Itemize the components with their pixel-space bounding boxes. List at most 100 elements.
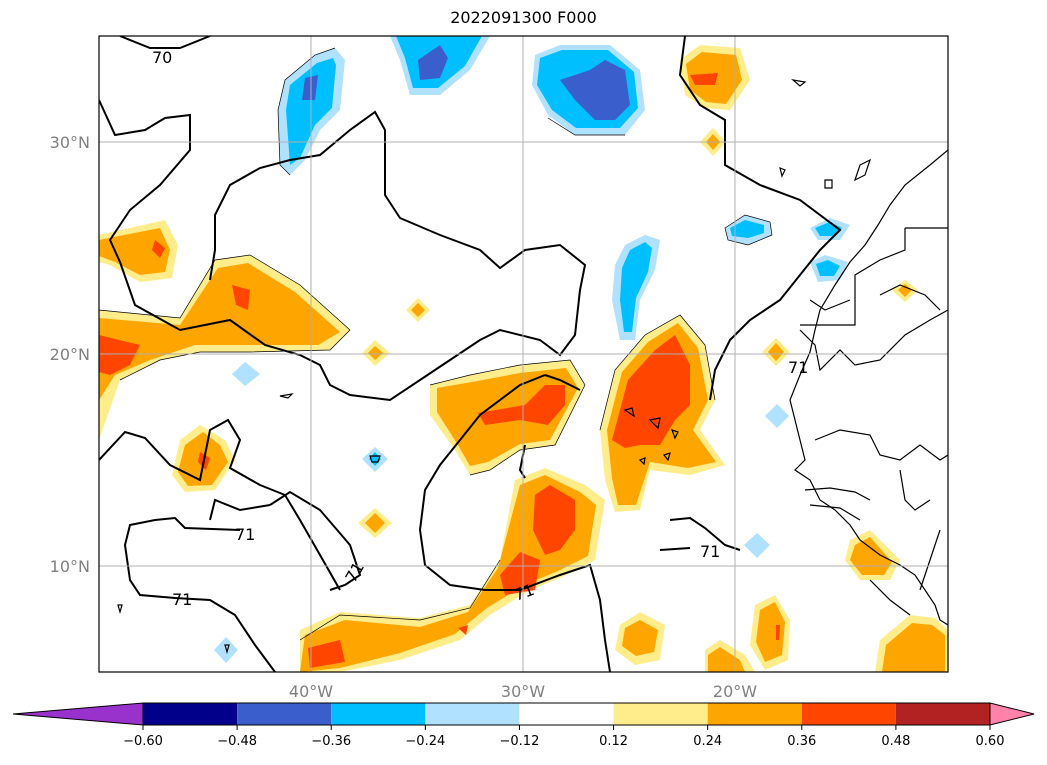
contour-line — [209, 498, 271, 521]
colorbar-extend-high — [989, 702, 1035, 726]
colorbar-swatch — [707, 703, 802, 725]
anomaly-outline — [724, 214, 773, 246]
colorbar-swatch — [519, 703, 614, 725]
country-border — [814, 429, 948, 461]
negative-anomaly-regions — [214, 36, 850, 663]
anomaly-region — [368, 346, 383, 360]
anomaly-outline — [547, 117, 625, 136]
anomaly-region — [622, 620, 658, 656]
coastline-islands — [638, 457, 646, 466]
coastline-islands — [662, 452, 671, 462]
anomaly-region — [730, 220, 764, 238]
anomaly-region — [708, 647, 745, 672]
anomaly-region — [776, 625, 780, 640]
contour-line — [269, 490, 362, 591]
anomaly-region — [302, 75, 318, 100]
colorbar-swatch — [143, 703, 238, 725]
anomaly-region — [308, 640, 345, 668]
anomaly-region — [816, 260, 840, 276]
colorbar-swatch — [895, 703, 990, 725]
country-border — [919, 529, 941, 591]
colorbar-tick-label: −0.12 — [500, 734, 540, 749]
anomaly-region — [898, 284, 912, 297]
colorbar-swatch — [331, 703, 426, 725]
coastline-islands — [853, 158, 872, 182]
colorbar-frame — [142, 702, 991, 726]
country-border — [804, 487, 871, 501]
lon-label-20w: 20°W — [713, 682, 757, 701]
colorbar-tick-label: 0.24 — [693, 734, 722, 749]
coastline-islands — [369, 455, 381, 463]
contour-label: 71 — [700, 542, 720, 561]
anomaly-region — [768, 343, 784, 361]
coastline-islands — [279, 393, 294, 399]
coastline-islands — [623, 407, 635, 418]
anomaly-region — [690, 73, 718, 85]
colorbar-swatch — [425, 703, 520, 725]
contour-line — [678, 36, 842, 401]
colorbar-extend-low — [12, 702, 144, 726]
anomaly-region — [232, 362, 260, 386]
anomaly-outline — [429, 359, 586, 476]
contour-label: 71 — [788, 358, 808, 377]
coastline-islands — [779, 167, 786, 178]
map-area[interactable]: 70 71 71 71 71 71 71 — [99, 36, 948, 672]
country-border — [800, 228, 906, 326]
colorbar-tick-label: −0.24 — [405, 734, 445, 749]
anomaly-region — [478, 385, 565, 425]
coastline-islands — [117, 604, 123, 615]
anomaly-outline — [277, 47, 336, 176]
anomaly-region — [232, 285, 250, 310]
colorbar-swatch — [237, 703, 332, 725]
anomaly-outlines — [99, 47, 773, 641]
country-border — [809, 504, 861, 521]
latitude-labels: 30°N 20°N 10°N — [50, 133, 90, 576]
country-border — [879, 284, 941, 311]
anomaly-outline — [299, 559, 501, 641]
lat-label-20n: 20°N — [50, 345, 90, 364]
colorbar-tick-label: 0.48 — [881, 734, 910, 749]
colorbar-swatch — [613, 703, 708, 725]
coastline-islands — [824, 179, 833, 189]
anomaly-region — [365, 513, 385, 533]
country-border — [899, 469, 931, 511]
contour-label: 71 — [172, 590, 192, 609]
anomaly-region — [612, 335, 690, 448]
colorbar-tick-label: −0.36 — [311, 734, 351, 749]
anomaly-region — [756, 602, 785, 662]
colorbar-tick-label: 0.60 — [976, 734, 1005, 749]
coastline-islands — [648, 417, 661, 430]
longitude-labels: 40°W 30°W 20°W — [289, 682, 757, 701]
contour-label: 70 — [152, 48, 172, 67]
coastline-africa — [789, 149, 948, 626]
page-title: 2022091300 F000 — [450, 8, 597, 27]
coastline-islands — [670, 429, 679, 440]
contour-line — [544, 374, 581, 391]
height-contours — [99, 36, 842, 672]
country-border — [809, 299, 851, 311]
lat-label-30n: 30°N — [50, 133, 90, 152]
colorbar-tick-label: −0.48 — [217, 734, 257, 749]
colorbar-tick-label: 0.12 — [599, 734, 628, 749]
gridlines — [99, 36, 948, 672]
colorbar: −0.60 −0.48 −0.36 −0.24 −0.12 0.12 0.24 0.36 0.4… — [12, 702, 1035, 749]
anomaly-region — [99, 228, 170, 275]
contour-line — [659, 547, 691, 551]
lon-label-40w: 40°W — [289, 682, 333, 701]
lat-label-10n: 10°N — [50, 557, 90, 576]
anomaly-region — [560, 60, 630, 120]
map-frame — [98, 35, 949, 673]
anomaly-region — [882, 623, 945, 672]
anomaly-region — [744, 533, 770, 558]
anomaly-outline — [99, 254, 351, 381]
contour-label: 71 — [235, 525, 255, 544]
colorbar-tick-label: −0.60 — [123, 734, 163, 749]
anomaly-region — [411, 303, 425, 317]
anomaly-region — [500, 552, 540, 595]
country-border — [869, 579, 911, 616]
anomaly-region — [99, 263, 340, 400]
contour-line — [119, 36, 211, 49]
contour-line — [418, 374, 611, 672]
contour-line — [123, 516, 276, 672]
